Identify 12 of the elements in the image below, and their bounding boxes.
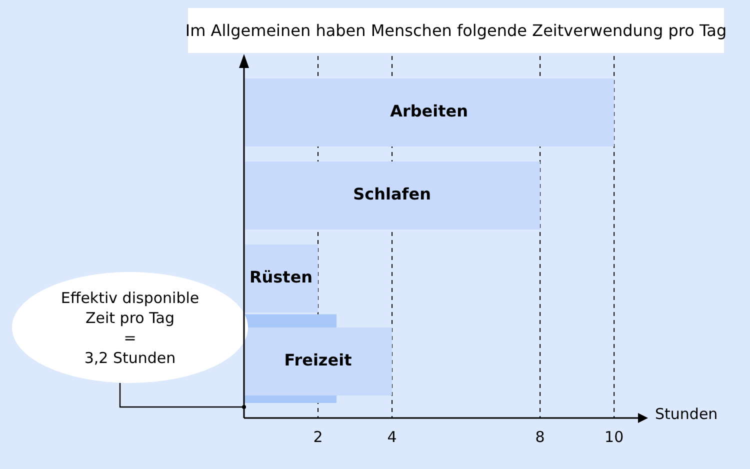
x-axis-title: Stunden (655, 405, 718, 423)
y-tick-label: Freizeit (284, 350, 352, 370)
x-tick-label: 4 (387, 428, 397, 446)
x-tick-label: 2 (313, 428, 323, 446)
x-tick-label: 8 (535, 428, 545, 446)
x-tick-label: 10 (604, 428, 624, 446)
bar (244, 161, 540, 230)
y-tick-label: Arbeiten (390, 102, 468, 121)
bar (244, 78, 614, 147)
chart-title: Im Allgemeinen haben Menschen folgende Zeitverwendung pro Tag (185, 8, 727, 53)
y-tick-label: Rüsten (249, 268, 313, 287)
y-tick-label: Schlafen (353, 184, 431, 204)
